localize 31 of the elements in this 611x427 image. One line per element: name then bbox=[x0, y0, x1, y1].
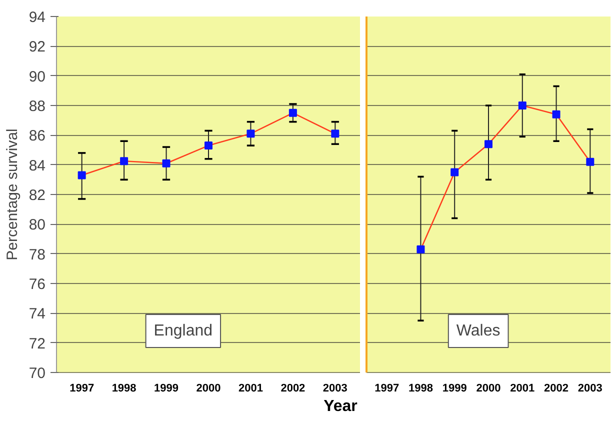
y-tick-label: 90 bbox=[28, 68, 46, 86]
x-tick-label: 1999 bbox=[442, 382, 467, 394]
x-tick-label: 2001 bbox=[238, 382, 263, 394]
y-tick-label: 80 bbox=[28, 216, 46, 234]
y-tick-label: 86 bbox=[28, 128, 46, 145]
x-axis-title: Year bbox=[324, 397, 358, 417]
y-tick-label: 74 bbox=[28, 306, 46, 323]
x-tick-label: 2000 bbox=[476, 382, 501, 394]
y-axis-title: Percentage survival bbox=[4, 128, 21, 260]
y-tick-label: 82 bbox=[28, 187, 46, 204]
x-tick-label: 2001 bbox=[510, 382, 535, 394]
y-tick-label: 88 bbox=[28, 98, 46, 115]
annotation: Wales bbox=[456, 322, 500, 340]
y-tick-label: 84 bbox=[28, 157, 46, 174]
x-tick-label: 2002 bbox=[544, 382, 569, 394]
y-tick-label: 94 bbox=[28, 9, 46, 26]
x-tick-label: 1998 bbox=[408, 382, 433, 394]
x-tick-label: 1997 bbox=[374, 382, 400, 394]
x-tick-label: 2003 bbox=[578, 382, 602, 394]
y-tick-label: 78 bbox=[28, 246, 46, 264]
x-tick-label: 1999 bbox=[154, 382, 179, 394]
x-tick-label: 2000 bbox=[196, 382, 221, 394]
x-tick-label: 1998 bbox=[112, 382, 136, 394]
x-tick-label: 2002 bbox=[280, 382, 306, 394]
annotation: England bbox=[154, 322, 213, 340]
x-tick-label: 1997 bbox=[70, 382, 94, 394]
y-tick-label: 76 bbox=[28, 276, 46, 293]
x-tick-label: 2003 bbox=[322, 382, 348, 394]
y-tick-label: 72 bbox=[28, 335, 46, 352]
y-tick-label: 92 bbox=[28, 38, 46, 56]
y-tick-label: 70 bbox=[28, 365, 46, 382]
